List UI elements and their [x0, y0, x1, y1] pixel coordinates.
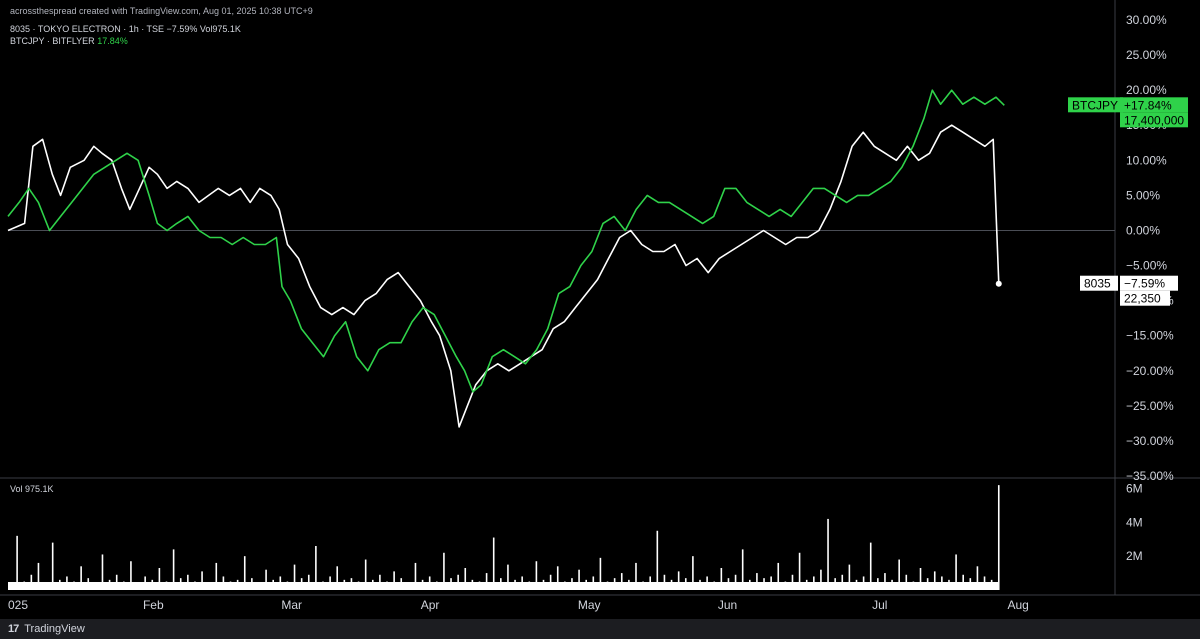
y-tick-label: 30.00%: [1126, 13, 1167, 27]
te-badge-price-bg: [1120, 290, 1170, 306]
btcjpy-badge-price-bg: [1120, 112, 1188, 128]
x-tick-label: May: [578, 598, 601, 612]
volume-tick-label: 4M: [1126, 515, 1143, 529]
x-tick-label: Feb: [143, 598, 164, 612]
x-tick-label: 025: [8, 598, 28, 612]
series-line-8035: [7, 124, 1000, 428]
tradingview-brand[interactable]: TradingView: [24, 623, 85, 635]
te-badge-name-bg: [1080, 275, 1118, 291]
x-tick-label: Mar: [281, 598, 302, 612]
y-tick-label: −35.00%: [1126, 469, 1174, 483]
y-tick-label: −30.00%: [1126, 434, 1174, 448]
series-line-btcjpy: [7, 89, 1005, 393]
volume-tick-label: 6M: [1126, 481, 1143, 495]
tradingview-logo-icon[interactable]: 17: [8, 623, 19, 635]
btcjpy-badge-price: 17,400,000: [1124, 113, 1184, 127]
btcjpy-badge-name-bg: [1068, 97, 1123, 113]
x-tick-label: Aug: [1007, 598, 1028, 612]
y-tick-label: 20.00%: [1126, 83, 1167, 97]
te-badge-change-bg: [1120, 275, 1178, 291]
btcjpy-badge-name: BTCJPY: [1072, 98, 1118, 112]
btcjpy-badge-change-bg: [1120, 97, 1188, 113]
btcjpy-legend-name: BTCJPY · BITFLYER: [10, 36, 95, 46]
x-tick-label: Jul: [872, 598, 887, 612]
te-badge-name: 8035: [1084, 277, 1111, 291]
y-tick-label: 0.00%: [1126, 223, 1160, 237]
y-tick-label: 5.00%: [1126, 188, 1160, 202]
footer-bar: 17 TradingView: [0, 619, 1200, 639]
y-tick-label: −20.00%: [1126, 364, 1174, 378]
series-legend-btcjpy[interactable]: BTCJPY · BITFLYER 17.84%: [10, 36, 128, 46]
y-tick-label: 10.00%: [1126, 153, 1167, 167]
volume-legend[interactable]: Vol 975.1K: [10, 484, 54, 494]
te-badge-price: 22,350: [1124, 292, 1161, 306]
volume-tick-label: 2M: [1126, 549, 1143, 563]
y-tick-label: −5.00%: [1126, 259, 1167, 273]
series-legend-8035[interactable]: 8035 · TOKYO ELECTRON · 1h · TSE −7.59% …: [10, 24, 241, 34]
price-chart[interactable]: 30.00%25.00%20.00%15.00%10.00%5.00%0.00%…: [0, 0, 1200, 619]
te-badge-change: −7.59%: [1124, 277, 1165, 291]
btcjpy-badge-change: +17.84%: [1124, 98, 1172, 112]
series-endpoint-8035: [995, 280, 1002, 287]
y-tick-label: −25.00%: [1126, 399, 1174, 413]
btcjpy-legend-value: 17.84%: [97, 36, 128, 46]
volume-base-fill: [8, 582, 999, 590]
x-tick-label: Apr: [421, 598, 440, 612]
x-tick-label: Jun: [718, 598, 737, 612]
y-tick-label: −15.00%: [1126, 329, 1174, 343]
y-tick-label: 25.00%: [1126, 48, 1167, 62]
chart-credit: acrossthespread created with TradingView…: [10, 6, 313, 16]
